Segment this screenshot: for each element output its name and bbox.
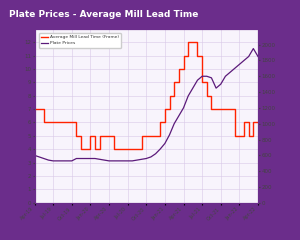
Text: Plate Prices - Average Mill Lead Time: Plate Prices - Average Mill Lead Time — [9, 10, 198, 19]
Legend: Average Mill Lead Time (Frame), Plate Prices: Average Mill Lead Time (Frame), Plate Pr… — [39, 33, 121, 48]
